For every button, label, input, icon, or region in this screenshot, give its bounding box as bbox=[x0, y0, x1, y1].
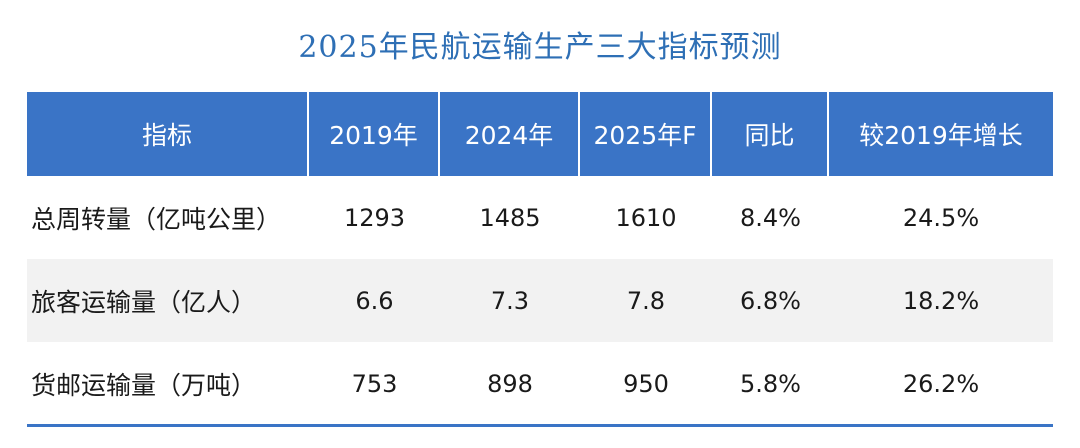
cell-2024: 898 bbox=[487, 369, 533, 398]
table-row: 总周转量（亿吨公里） 1293 1485 1610 8.4% 24.5% bbox=[27, 176, 1053, 259]
cell-growth-vs-2019: 24.5% bbox=[902, 203, 980, 232]
cell-2019: 1293 bbox=[343, 203, 406, 232]
cell-2025f: 7.8 bbox=[626, 286, 666, 315]
cell-growth-vs-2019: 26.2% bbox=[902, 369, 980, 398]
header-2025f: 2025年F bbox=[580, 92, 712, 176]
row-label: 总周转量（亿吨公里） bbox=[31, 204, 282, 234]
chart-title: 2025年民航运输生产三大指标预测 bbox=[298, 30, 782, 65]
header-2024: 2024年 bbox=[440, 92, 580, 176]
cell-yoy: 5.8% bbox=[740, 369, 801, 398]
row-label: 旅客运输量（亿人） bbox=[31, 287, 257, 317]
cell-growth-vs-2019: 18.2% bbox=[902, 286, 980, 315]
bottom-rule bbox=[27, 424, 1053, 427]
indicator-table: 指标 2019年 2024年 2025年F 同比 较2019年增长 总周转量（亿… bbox=[27, 92, 1053, 425]
cell-yoy: 6.8% bbox=[740, 286, 801, 315]
table-header-row: 指标 2019年 2024年 2025年F 同比 较2019年增长 bbox=[27, 92, 1053, 176]
cell-2024: 7.3 bbox=[490, 286, 530, 315]
cell-2019: 6.6 bbox=[355, 286, 394, 315]
cell-2019: 753 bbox=[351, 369, 398, 398]
header-yoy: 同比 bbox=[712, 92, 829, 176]
row-label: 货邮运输量（万吨） bbox=[31, 370, 257, 400]
cell-yoy: 8.4% bbox=[740, 203, 801, 232]
table-row: 货邮运输量（万吨） 753 898 950 5.8% 26.2% bbox=[27, 342, 1053, 425]
header-growth-vs-2019: 较2019年增长 bbox=[859, 121, 1023, 150]
header-indicator: 指标 bbox=[27, 92, 309, 176]
cell-2024: 1485 bbox=[479, 203, 541, 232]
cell-2025f: 1610 bbox=[615, 203, 677, 232]
cell-2025f: 950 bbox=[623, 369, 669, 398]
header-2019: 2019年 bbox=[309, 92, 440, 176]
table-row: 旅客运输量（亿人） 6.6 7.3 7.8 6.8% 18.2% bbox=[27, 259, 1053, 342]
